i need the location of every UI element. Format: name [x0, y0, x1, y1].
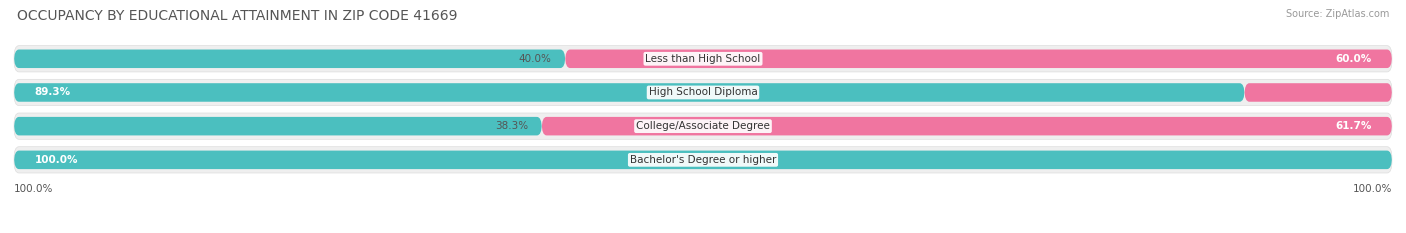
Text: 100.0%: 100.0% [1353, 184, 1392, 194]
Text: 89.3%: 89.3% [35, 87, 70, 97]
Text: College/Associate Degree: College/Associate Degree [636, 121, 770, 131]
Text: 100.0%: 100.0% [14, 184, 53, 194]
FancyBboxPatch shape [14, 50, 565, 68]
FancyBboxPatch shape [541, 117, 1392, 135]
Text: Bachelor's Degree or higher: Bachelor's Degree or higher [630, 155, 776, 165]
FancyBboxPatch shape [1244, 83, 1392, 102]
Text: Source: ZipAtlas.com: Source: ZipAtlas.com [1285, 9, 1389, 19]
FancyBboxPatch shape [14, 79, 1392, 106]
Text: 60.0%: 60.0% [1336, 54, 1371, 64]
Text: 61.7%: 61.7% [1334, 121, 1371, 131]
Text: Less than High School: Less than High School [645, 54, 761, 64]
Legend: Owner-occupied, Renter-occupied: Owner-occupied, Renter-occupied [589, 230, 817, 233]
FancyBboxPatch shape [14, 117, 541, 135]
Text: OCCUPANCY BY EDUCATIONAL ATTAINMENT IN ZIP CODE 41669: OCCUPANCY BY EDUCATIONAL ATTAINMENT IN Z… [17, 9, 457, 23]
FancyBboxPatch shape [14, 151, 1392, 169]
FancyBboxPatch shape [565, 50, 1392, 68]
Text: 40.0%: 40.0% [519, 54, 551, 64]
Text: 100.0%: 100.0% [35, 155, 79, 165]
Text: High School Diploma: High School Diploma [648, 87, 758, 97]
FancyBboxPatch shape [14, 113, 1392, 139]
Text: 38.3%: 38.3% [495, 121, 529, 131]
FancyBboxPatch shape [14, 147, 1392, 173]
FancyBboxPatch shape [14, 83, 1244, 102]
FancyBboxPatch shape [14, 46, 1392, 72]
